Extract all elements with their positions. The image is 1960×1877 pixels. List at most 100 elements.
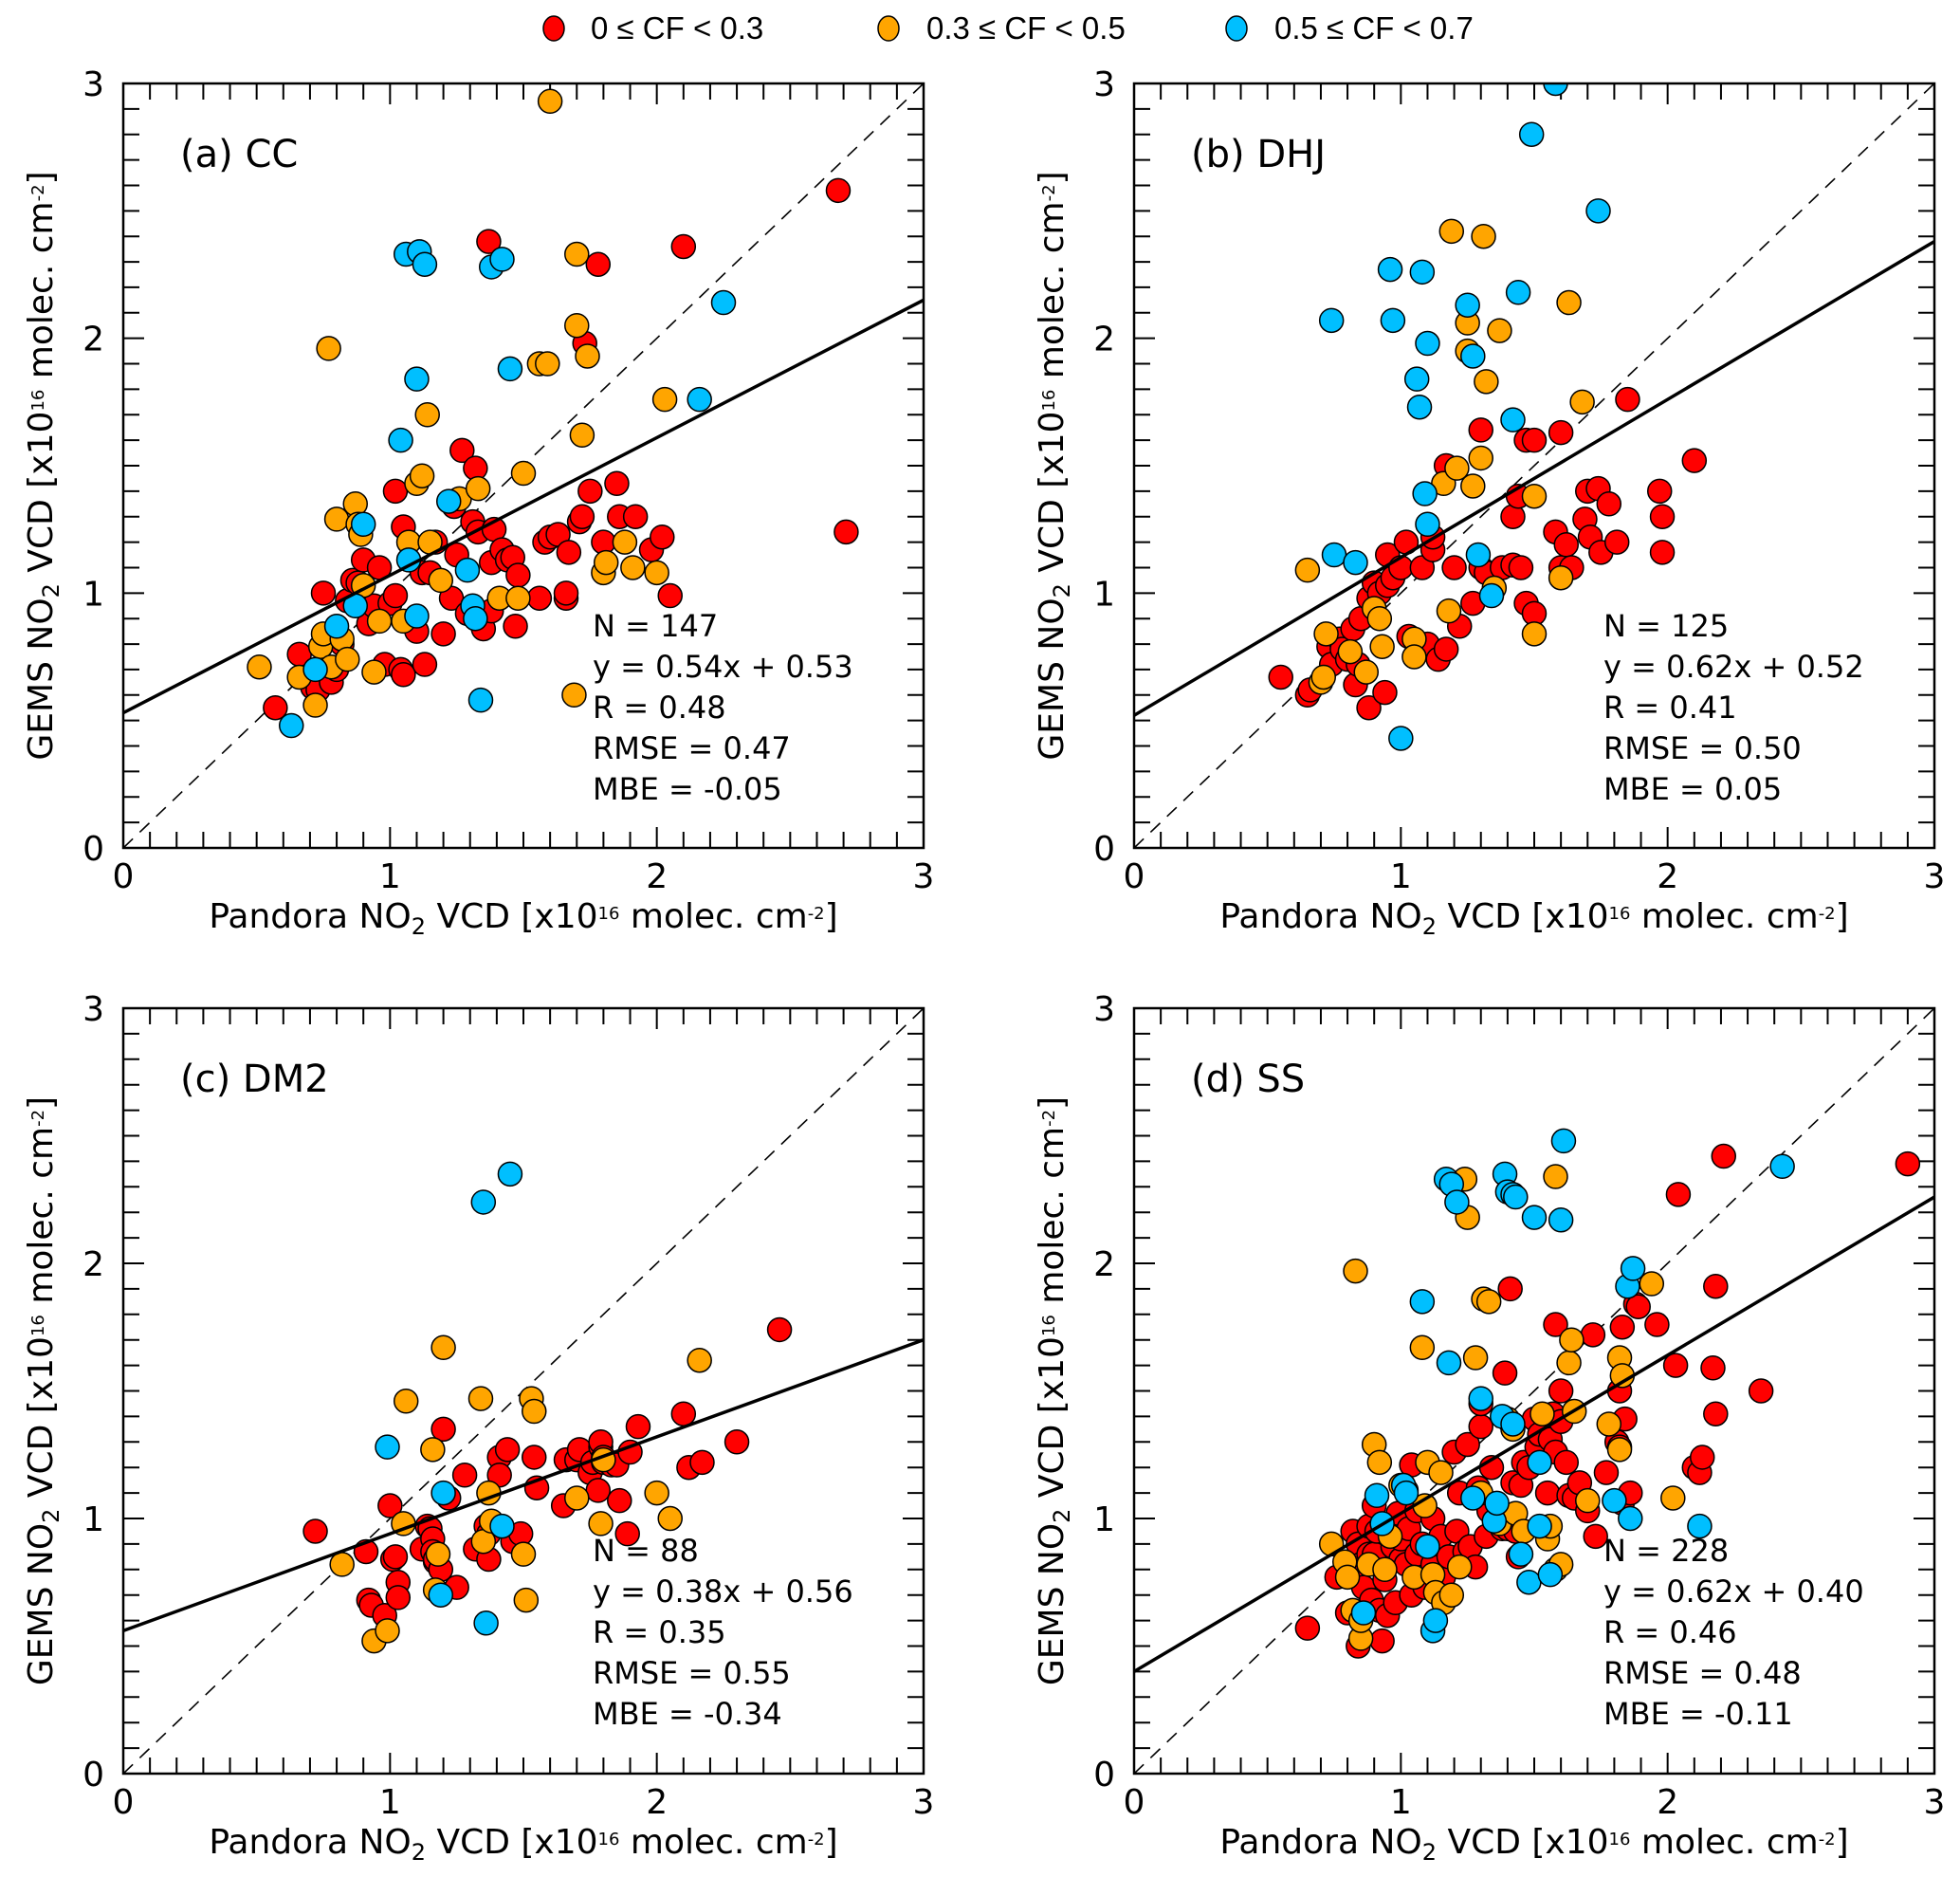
data-point-r <box>1468 417 1493 443</box>
data-point-b <box>1585 198 1611 224</box>
data-point-b <box>1388 726 1414 751</box>
axis-label-part: -2 <box>28 184 48 201</box>
data-point-r <box>625 1413 651 1440</box>
y-axis-label: GEMS NO2 VCD [x1016 molec. cm-2] <box>1033 1096 1075 1685</box>
data-point-b <box>1602 1487 1627 1514</box>
y-tick-label: 1 <box>82 575 104 614</box>
data-point-o <box>564 312 590 339</box>
data-point-o <box>302 692 328 718</box>
data-point-o <box>1438 218 1465 245</box>
data-point-r <box>1497 1276 1523 1302</box>
data-point-r <box>503 614 528 639</box>
data-point-r <box>1543 1312 1568 1337</box>
data-point-b <box>1343 549 1368 576</box>
data-point-b <box>1415 330 1440 357</box>
regression-line <box>1134 240 1934 717</box>
data-point-b <box>1508 1541 1534 1567</box>
data-point-r <box>1548 1378 1574 1404</box>
data-point-b <box>1380 307 1406 334</box>
data-point-o <box>1660 1485 1686 1511</box>
data-point-r <box>522 1445 547 1470</box>
data-point-o <box>420 1437 446 1463</box>
data-point-o <box>1372 1556 1398 1583</box>
regression-line <box>123 1338 924 1633</box>
y-tick-label: 1 <box>82 1500 104 1539</box>
data-point-r <box>302 1518 328 1544</box>
data-point-r <box>382 1544 409 1570</box>
axis-label-part: NO <box>22 598 61 650</box>
data-point-r <box>1646 478 1673 505</box>
regression-line <box>1134 1195 1934 1673</box>
panel-title: (d) SS <box>1191 1058 1305 1101</box>
data-point-o <box>593 549 619 576</box>
axis-label-part: Pandora <box>1219 897 1369 936</box>
axis-label-part: ] <box>1836 1823 1849 1862</box>
data-point-b <box>1468 1386 1493 1411</box>
data-point-b <box>489 1513 515 1539</box>
data-point-o <box>430 1334 456 1361</box>
stats-line: RMSE = 0.55 <box>593 1655 791 1691</box>
stats-line: N = 88 <box>593 1533 699 1569</box>
axis-label-part: GEMS <box>1033 1575 1072 1685</box>
axis-label-part: NO <box>1369 897 1421 936</box>
x-tick-label: 0 <box>113 857 135 896</box>
data-point-b <box>1503 1184 1529 1210</box>
data-point-o <box>1428 1460 1454 1485</box>
data-point-r <box>689 1449 715 1476</box>
x-tick-label: 0 <box>1124 857 1145 896</box>
stats-line: N = 147 <box>593 608 718 644</box>
legend: 0 ≤ CF < 0.3 0.3 ≤ CF < 0.5 0.5 ≤ CF < 0… <box>542 10 1474 46</box>
axis-label-part: VCD [x10 <box>1437 1823 1609 1862</box>
data-points <box>247 88 859 739</box>
axis-label-part: Pandora <box>209 1823 358 1862</box>
data-point-r <box>1615 386 1640 413</box>
axis-label-part: ] <box>22 1096 61 1110</box>
data-point-o <box>510 1541 537 1567</box>
axis-label-part: -2 <box>808 1830 825 1849</box>
axis-label-part: VCD [x10 <box>1437 897 1609 936</box>
data-point-o <box>1575 1487 1601 1514</box>
data-point-o <box>1444 455 1470 481</box>
data-point-o <box>1543 1164 1568 1189</box>
data-point-o <box>1474 369 1499 395</box>
axis-label-part: NO <box>1369 1823 1421 1862</box>
data-point-r <box>1895 1150 1921 1177</box>
data-point-o <box>1471 223 1496 249</box>
stats-line: y = 0.62x + 0.52 <box>1603 649 1864 685</box>
legend-label: 0.3 ≤ CF < 0.5 <box>926 10 1126 46</box>
data-point-b <box>489 247 515 272</box>
data-point-r <box>622 504 649 529</box>
data-point-o <box>1475 1289 1502 1315</box>
stats-line: N = 228 <box>1603 1533 1729 1569</box>
data-point-r <box>577 478 603 505</box>
axis-label-part: 2 <box>412 1839 426 1866</box>
data-point-o <box>1521 621 1548 647</box>
data-point-r <box>412 652 438 677</box>
data-point-o <box>505 585 531 611</box>
data-point-b <box>428 1582 454 1608</box>
data-point-b <box>412 251 438 278</box>
data-point-b <box>473 1610 499 1636</box>
x-tick-label: 0 <box>113 1783 135 1822</box>
data-point-o <box>1556 1350 1582 1376</box>
data-point-r <box>1703 1401 1729 1426</box>
axis-label-part: ] <box>1033 1096 1072 1110</box>
data-point-r <box>385 1585 412 1610</box>
data-point-r <box>604 470 630 497</box>
data-point-o <box>1353 659 1380 685</box>
data-point-o <box>537 88 563 115</box>
data-point-o <box>561 682 587 708</box>
y-tick-label: 2 <box>82 1245 104 1284</box>
axis-label-part: Pandora <box>1219 1823 1369 1862</box>
data-point-r <box>1553 532 1580 558</box>
data-point-o <box>1569 389 1595 415</box>
axis-ticks <box>1134 1008 1934 1774</box>
data-point-o <box>247 653 272 680</box>
data-point-o <box>393 1389 419 1414</box>
legend-item-mid-cf: 0.3 ≤ CF < 0.5 <box>877 10 1126 46</box>
axis-label-part: 16 <box>1609 904 1631 924</box>
data-point-b <box>467 687 494 713</box>
data-point-r <box>585 1478 612 1503</box>
data-point-o <box>428 567 454 594</box>
